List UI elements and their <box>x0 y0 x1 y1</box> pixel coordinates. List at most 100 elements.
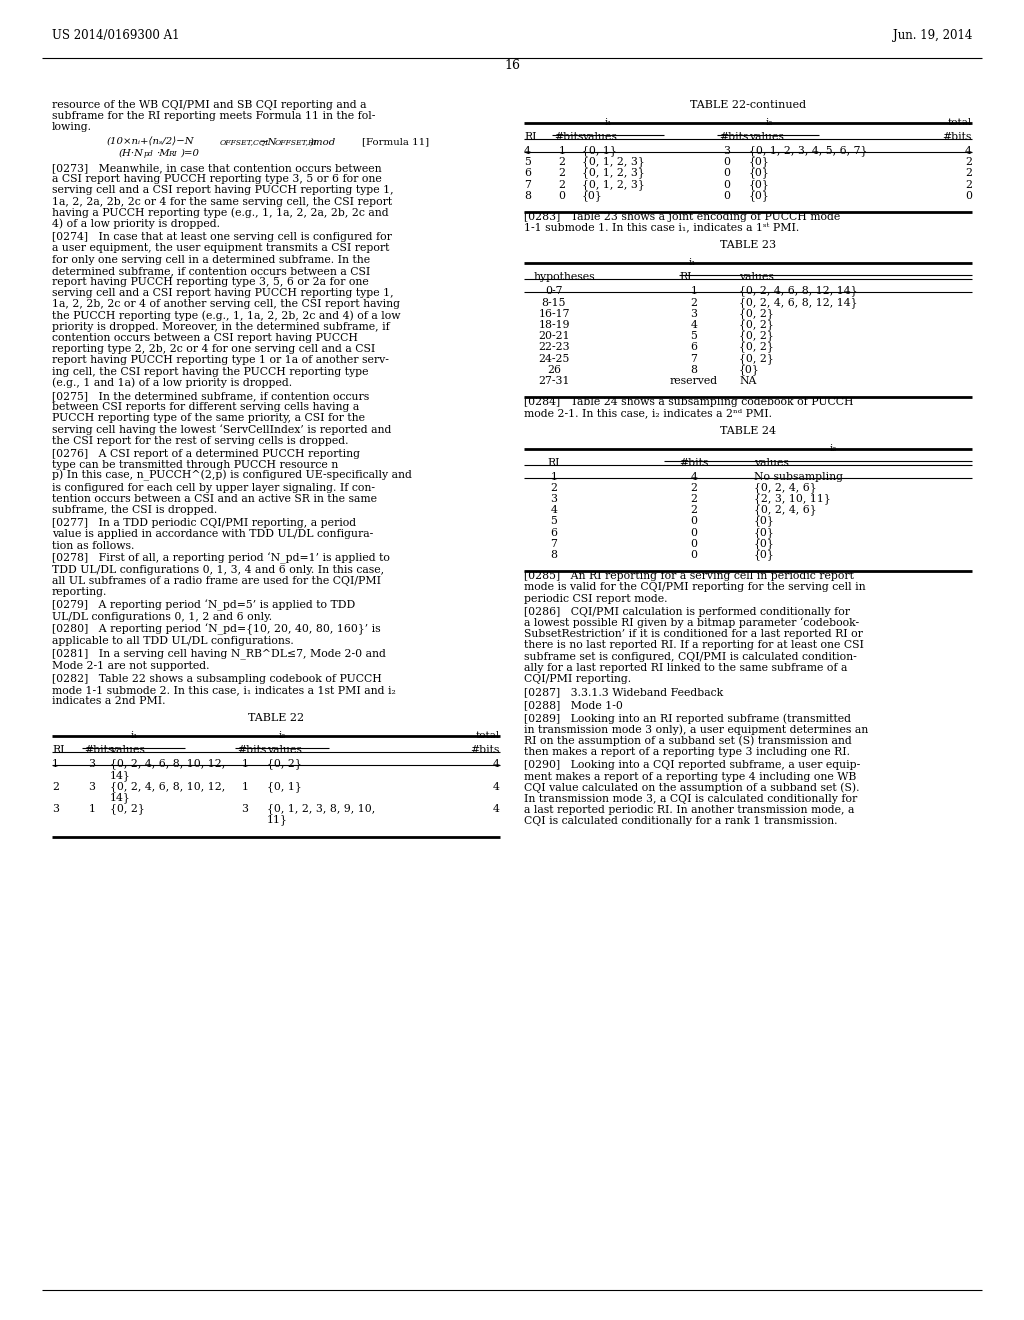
Text: in transmission mode 3 only), a user equipment determines an: in transmission mode 3 only), a user equ… <box>524 725 868 735</box>
Text: 8-15: 8-15 <box>542 297 566 308</box>
Text: {0, 1, 2, 3}: {0, 1, 2, 3} <box>582 156 645 168</box>
Text: US 2014/0169300 A1: US 2014/0169300 A1 <box>52 29 179 42</box>
Text: indicates a 2nd PMI.: indicates a 2nd PMI. <box>52 696 166 706</box>
Text: 1: 1 <box>88 804 95 814</box>
Text: [Formula 11]: [Formula 11] <box>362 137 429 147</box>
Text: reserved: reserved <box>670 376 718 385</box>
Text: 1a, 2, 2b, 2c or 4 of another serving cell, the CSI report having: 1a, 2, 2b, 2c or 4 of another serving ce… <box>52 300 400 309</box>
Text: 14}: 14} <box>110 792 131 803</box>
Text: 0: 0 <box>724 191 730 201</box>
Text: 4: 4 <box>966 147 972 156</box>
Text: determined subframe, if contention occurs between a CSI: determined subframe, if contention occur… <box>52 265 371 276</box>
Text: UL/DL configurations 0, 1, 2 and 6 only.: UL/DL configurations 0, 1, 2 and 6 only. <box>52 611 272 622</box>
Text: [0288]   Mode 1-0: [0288] Mode 1-0 <box>524 701 623 710</box>
Text: {0}: {0} <box>749 178 770 190</box>
Text: {0}: {0} <box>739 364 760 375</box>
Text: {0, 2}: {0, 2} <box>739 330 774 341</box>
Text: is configured for each cell by upper layer signaling. If con-: is configured for each cell by upper lay… <box>52 483 375 492</box>
Text: mode is valid for the CQI/PMI reporting for the serving cell in: mode is valid for the CQI/PMI reporting … <box>524 582 865 593</box>
Text: subframe set is configured, CQI/PMI is calculated condition-: subframe set is configured, CQI/PMI is c… <box>524 652 857 661</box>
Text: RI: RI <box>679 272 691 282</box>
Text: 5: 5 <box>551 516 557 527</box>
Text: In transmission mode 3, a CQI is calculated conditionally for: In transmission mode 3, a CQI is calcula… <box>524 795 857 804</box>
Text: pd: pd <box>144 149 154 158</box>
Text: 0: 0 <box>690 528 697 537</box>
Text: #bits: #bits <box>719 132 749 143</box>
Text: 5: 5 <box>690 331 697 341</box>
Text: 2: 2 <box>965 157 972 168</box>
Text: 1: 1 <box>690 286 697 297</box>
Text: reporting type 2, 2b, 2c or 4 for one serving cell and a CSI: reporting type 2, 2b, 2c or 4 for one se… <box>52 345 375 354</box>
Text: TDD UL/DL configurations 0, 1, 3, 4 and 6 only. In this case,: TDD UL/DL configurations 0, 1, 3, 4 and … <box>52 565 384 576</box>
Text: 3: 3 <box>242 804 249 814</box>
Text: 2: 2 <box>558 180 565 190</box>
Text: RI: RI <box>52 746 65 755</box>
Text: CQI is calculated conditionally for a rank 1 transmission.: CQI is calculated conditionally for a ra… <box>524 816 838 826</box>
Text: applicable to all TDD UL/DL configurations.: applicable to all TDD UL/DL configuratio… <box>52 636 294 647</box>
Text: 4: 4 <box>494 804 500 814</box>
Text: 6: 6 <box>524 169 531 178</box>
Text: 3: 3 <box>52 804 59 814</box>
Text: a last reported periodic RI. In another transmission mode, a: a last reported periodic RI. In another … <box>524 805 854 816</box>
Text: {0, 1}: {0, 1} <box>267 781 302 792</box>
Text: 3: 3 <box>724 147 730 156</box>
Text: TABLE 23: TABLE 23 <box>720 240 776 251</box>
Text: RI on the assumption of a subband set (S) transmission and: RI on the assumption of a subband set (S… <box>524 735 852 746</box>
Text: 2: 2 <box>52 781 59 792</box>
Text: [0273]   Meanwhile, in case that contention occurs between: [0273] Meanwhile, in case that contentio… <box>52 162 382 173</box>
Text: mode 1-1 submode 2. In this case, i₁ indicates a 1st PMI and i₂: mode 1-1 submode 2. In this case, i₁ ind… <box>52 685 396 696</box>
Text: 4: 4 <box>690 471 697 482</box>
Text: 4) of a low priority is dropped.: 4) of a low priority is dropped. <box>52 218 220 228</box>
Text: 20-21: 20-21 <box>539 331 569 341</box>
Text: report having PUCCH reporting type 1 or 1a of another serv-: report having PUCCH reporting type 1 or … <box>52 355 389 366</box>
Text: {2, 3, 10, 11}: {2, 3, 10, 11} <box>754 494 830 504</box>
Text: subframe for the RI reporting meets Formula 11 in the fol-: subframe for the RI reporting meets Form… <box>52 111 376 121</box>
Text: Mode 2-1 are not supported.: Mode 2-1 are not supported. <box>52 660 210 671</box>
Text: 2: 2 <box>690 494 697 504</box>
Text: RI: RI <box>548 458 560 467</box>
Text: 0: 0 <box>690 539 697 549</box>
Text: CQI value calculated on the assumption of a subband set (S).: CQI value calculated on the assumption o… <box>524 783 859 793</box>
Text: )mod: )mod <box>309 137 335 147</box>
Text: i₁: i₁ <box>131 731 138 741</box>
Text: −N: −N <box>260 137 278 147</box>
Text: 3: 3 <box>88 781 95 792</box>
Text: the PUCCH reporting type (e.g., 1, 1a, 2, 2b, 2c and 4) of a low: the PUCCH reporting type (e.g., 1, 1a, 2… <box>52 310 400 321</box>
Text: #bits: #bits <box>84 746 114 755</box>
Text: 22-23: 22-23 <box>539 342 569 352</box>
Text: 4: 4 <box>494 759 500 770</box>
Text: ·M: ·M <box>156 149 170 158</box>
Text: 0: 0 <box>724 180 730 190</box>
Text: there is no last reported RI. If a reporting for at least one CSI: there is no last reported RI. If a repor… <box>524 640 864 651</box>
Text: [0278]   First of all, a reporting period ‘N_pd=1’ is applied to: [0278] First of all, a reporting period … <box>52 552 390 564</box>
Text: {0}: {0} <box>749 190 770 201</box>
Text: CQI/PMI reporting.: CQI/PMI reporting. <box>524 675 631 684</box>
Text: lowing.: lowing. <box>52 123 92 132</box>
Text: #bits: #bits <box>554 132 584 143</box>
Text: {0, 1}: {0, 1} <box>582 145 616 156</box>
Text: value is applied in accordance with TDD UL/DL configura-: value is applied in accordance with TDD … <box>52 529 374 540</box>
Text: the CSI report for the rest of serving cells is dropped.: the CSI report for the rest of serving c… <box>52 436 348 446</box>
Text: values: values <box>110 746 144 755</box>
Text: [0280]   A reporting period ‘N_pd={10, 20, 40, 80, 160}’ is: [0280] A reporting period ‘N_pd={10, 20,… <box>52 623 381 635</box>
Text: OFFSET,CQI: OFFSET,CQI <box>220 139 269 147</box>
Text: {0}: {0} <box>582 190 603 201</box>
Text: (e.g., 1 and 1a) of a low priority is dropped.: (e.g., 1 and 1a) of a low priority is dr… <box>52 378 292 388</box>
Text: total: total <box>476 731 500 741</box>
Text: i₂: i₂ <box>765 117 773 127</box>
Text: #bits: #bits <box>237 746 266 755</box>
Text: 7: 7 <box>551 539 557 549</box>
Text: 6: 6 <box>551 528 557 537</box>
Text: [0281]   In a serving cell having N_RB^DL≤7, Mode 2-0 and: [0281] In a serving cell having N_RB^DL≤… <box>52 648 386 660</box>
Text: 16-17: 16-17 <box>539 309 569 319</box>
Text: total: total <box>948 117 972 127</box>
Text: 4: 4 <box>690 319 697 330</box>
Text: 3: 3 <box>551 494 557 504</box>
Text: 1: 1 <box>551 471 557 482</box>
Text: TABLE 22-continued: TABLE 22-continued <box>690 100 806 110</box>
Text: {0}: {0} <box>749 156 770 168</box>
Text: 2: 2 <box>690 506 697 515</box>
Text: (10×nᵢ+⟨nₛ/2⟩−N: (10×nᵢ+⟨nₛ/2⟩−N <box>106 137 195 147</box>
Text: serving cell and a CSI report having PUCCH reporting type 1,: serving cell and a CSI report having PUC… <box>52 185 393 195</box>
Text: periodic CSI report mode.: periodic CSI report mode. <box>524 594 668 603</box>
